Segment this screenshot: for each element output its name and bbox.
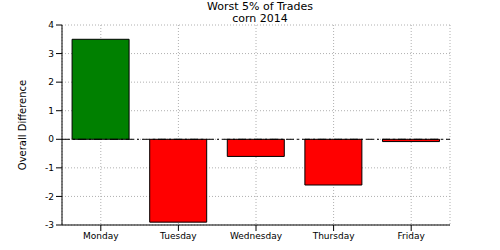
- html-text:corn 2014: corn 2014: [232, 12, 288, 25]
- svg-text:Monday: Monday: [83, 231, 119, 241]
- svg-text:4: 4: [48, 20, 54, 30]
- svg-text:Thursday: Thursday: [312, 231, 356, 241]
- svg-text:-1: -1: [45, 163, 54, 173]
- svg-text:-2: -2: [45, 192, 54, 202]
- html-text:Worst 5% of Trades: Worst 5% of Trades: [207, 0, 313, 13]
- svg-text:Wednesday: Wednesday: [230, 231, 283, 241]
- svg-text:1: 1: [48, 106, 54, 116]
- svg-text:-3: -3: [45, 220, 54, 230]
- svg-text:3: 3: [48, 49, 54, 59]
- svg-text:Tuesday: Tuesday: [159, 231, 197, 241]
- svg-text:0: 0: [48, 134, 54, 144]
- svg-text:Friday: Friday: [398, 231, 426, 241]
- svg-text:2: 2: [48, 77, 54, 87]
- svg-text:Overall Difference: Overall Difference: [17, 80, 28, 170]
